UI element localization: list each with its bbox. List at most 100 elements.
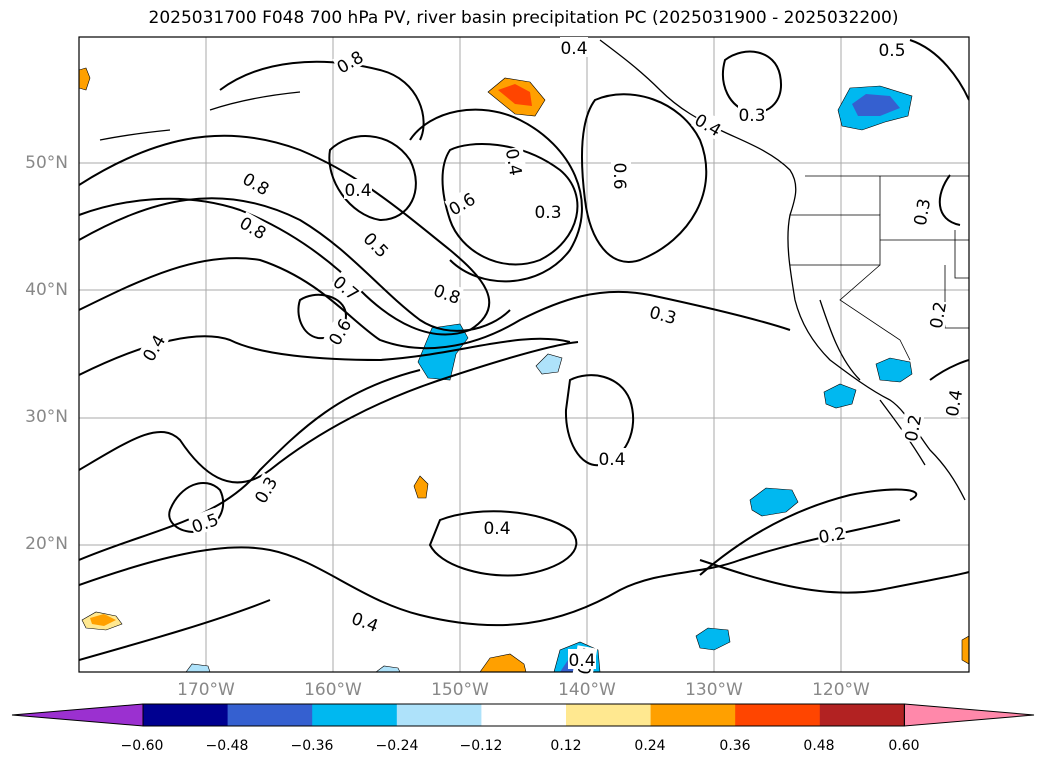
colorbar-segment [227,704,313,726]
patch-orange-right [961,635,969,665]
contour-label-bg [329,270,364,304]
patch-orange-bottom [479,653,527,672]
contour-label: 0.7 [329,272,363,305]
contour-label: 0.4 [560,39,587,59]
colorbar-tick: −0.60 [120,738,164,754]
colorbar-tick: −0.24 [375,738,419,754]
contour-label: 0.8 [239,169,272,200]
contour-label-bg [598,448,626,468]
contour-label-bg [444,187,479,219]
contour-label-bg [502,146,528,178]
contour-label-bg [878,39,906,59]
colorbar-segment [396,704,482,726]
contour-label-bg [188,507,222,537]
contour-label-bg [239,167,274,199]
contour-label-bg [483,517,511,537]
contour-label-bg [560,37,588,57]
contour-label-bg [323,314,355,349]
contour-label-bg [908,196,934,228]
colorbar-tick: 0.48 [803,738,835,754]
plot-frame [78,36,970,673]
patch-orange-nw [79,67,91,91]
pv-contours [79,39,969,661]
contour-label-bg [691,108,726,140]
contour-label: 0.2 [902,413,926,443]
contour-label-bg [348,606,382,636]
contour-label-bg [940,387,966,419]
contour-label-bg [924,299,950,331]
contour-label: 0.2 [817,524,847,548]
contour-label: 0.5 [878,41,905,61]
patch-blue-ne-inner [852,94,900,116]
patch-red-top [498,84,532,106]
borders [790,175,969,361]
lat-label-40n: 40°N [25,280,68,300]
contour-label-bg [249,472,281,507]
lon-label-170w: 170°W [177,680,235,700]
patch-blue-bottom-left2 [375,665,401,672]
contour-label: 0.6 [325,316,356,349]
colorbar-frame [142,703,905,727]
precip-fill-patches [79,67,969,672]
contour-label: 0.8 [236,213,269,244]
contour-label: 0.8 [334,47,367,78]
gridlines [79,37,969,672]
contour-label-bg [611,162,631,190]
contour-label-bg [738,104,766,124]
contour-label-bg [899,412,925,444]
colorbar-segment [481,704,567,726]
colorbar-segment [312,704,398,726]
contour-label: 0.4 [943,388,967,418]
contour-label: 0.3 [738,106,765,126]
contour-label-bg [568,649,596,669]
colorbar-tick: 0.24 [634,738,666,754]
map-title: 2025031700 F048 700 hPa PV, river basin … [148,8,899,28]
contour-label-bg [359,227,394,262]
contour-label: 0.2 [927,300,951,330]
contour-label: 0.4 [598,450,625,470]
contour-label-bg [430,278,464,308]
lon-label-120w: 120°W [812,680,870,700]
colorbar-segment [650,704,736,726]
contour-label: 0.3 [534,203,561,223]
colorbar-tick: −0.48 [205,738,249,754]
contour-label: 0.6 [446,189,479,220]
lon-label-130w: 130°W [685,680,743,700]
patch-lightblue-mid [535,353,563,375]
colorbar-tick: −0.12 [459,738,503,754]
contour-label: 0.4 [568,651,595,671]
colorbar-tick: 0.60 [888,738,920,754]
contour-label-bg [332,45,367,77]
contour-label-bg [647,300,680,328]
contour-label-bg [137,330,169,365]
contour-label-bg [534,201,562,221]
contour-label: 0.4 [691,110,724,141]
contour-label-bg [236,211,271,243]
lat-label-50n: 50°N [25,153,68,173]
colorbar-segment [143,704,229,726]
contour-label: 0.5 [359,229,392,262]
colorbar-tick: 0.36 [719,738,751,754]
contour-label: 0.4 [483,519,510,539]
patch-blue-baja [823,383,857,409]
lon-label-140w: 140°W [558,680,616,700]
colorbar [11,703,1035,727]
contour-label-bg [344,179,372,199]
colorbar-segment [735,704,821,726]
patch-blue-east [749,487,799,517]
patch-blue-socal [875,357,913,383]
contour-label-bg [816,521,848,547]
lat-label-20n: 20°N [25,534,68,554]
contour-label: 0.4 [139,332,170,365]
lon-label-160w: 160°W [304,680,362,700]
patch-orange-sw [90,614,116,626]
lon-label-150w: 150°W [431,680,489,700]
colorbar-tick: 0.12 [550,738,582,754]
contour-label: 0.3 [911,197,935,227]
patch-blue-bottom-left [185,663,211,672]
contour-label: 0.6 [609,162,629,189]
lat-label-30n: 30°N [25,407,68,427]
colorbar-extend-min [11,703,144,727]
colorbar-segment [566,704,652,726]
